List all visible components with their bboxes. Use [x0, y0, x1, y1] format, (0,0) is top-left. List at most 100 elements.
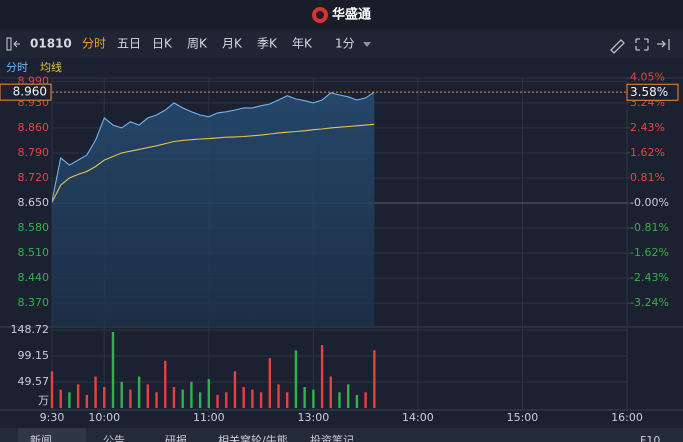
info-tab[interactable]: 投资笔记: [310, 433, 354, 442]
volume-bar: [347, 384, 350, 408]
x-tick-label: 15:00: [507, 411, 539, 424]
info-tab[interactable]: 研报: [165, 433, 187, 442]
volume-bar: [68, 392, 71, 408]
volume-bar: [164, 360, 167, 408]
volume-bar: [181, 389, 184, 408]
y2-tick-label: -0.00%: [630, 196, 669, 209]
y2-tick-label: -1.62%: [630, 246, 669, 259]
volume-bar: [190, 381, 193, 408]
volume-bar: [338, 392, 341, 408]
volume-bar: [294, 350, 298, 408]
period-tab[interactable]: 五日: [117, 37, 141, 51]
volume-bar: [155, 392, 158, 408]
info-tab[interactable]: 公告: [103, 434, 125, 442]
header-bar: [0, 0, 683, 30]
volume-bar: [355, 394, 359, 408]
volume-bar: [207, 379, 211, 408]
period-tab[interactable]: 月K: [222, 37, 243, 51]
volume-bar: [364, 392, 367, 408]
y2-tick-label: 0.81%: [630, 171, 665, 184]
volume-bar: [251, 389, 254, 408]
info-tab[interactable]: 相关窝轮/牛熊: [218, 433, 288, 442]
volume-bar: [59, 389, 62, 408]
legend-entry[interactable]: 分时: [6, 61, 28, 74]
volume-bar: [76, 384, 80, 408]
volume-bar: [94, 376, 97, 408]
volume-bar: [242, 387, 245, 408]
x-tick-label: 10:00: [88, 411, 120, 424]
logo-icon: [312, 7, 328, 23]
volume-bar: [312, 389, 315, 408]
y2-tick-label: -0.81%: [630, 221, 669, 234]
last-price-label: 8.960: [13, 85, 47, 99]
volume-bar: [268, 358, 272, 408]
volume-bar: [216, 394, 219, 408]
stock-symbol: 01810: [30, 37, 72, 51]
price-lines: [52, 91, 375, 326]
y2-tick-label: -3.24%: [630, 296, 669, 309]
volume-bar: [85, 394, 89, 408]
volume-bar: [286, 392, 289, 408]
volume-bar: [303, 387, 306, 408]
y-tick-label: 8.860: [18, 121, 50, 134]
volume-bar: [225, 392, 228, 408]
y-tick-label: 8.790: [18, 146, 50, 159]
volume-bar: [120, 381, 123, 408]
average-line: [52, 123, 375, 203]
volume-bar: [137, 376, 141, 408]
volume-bar: [172, 387, 176, 408]
fullscreen[interactable]: [635, 38, 649, 51]
x-tick-label: 11:00: [193, 411, 225, 424]
dropdown-arrow[interactable]: [363, 42, 371, 47]
volume-bar: [198, 392, 202, 408]
y-tick-label: 8.370: [18, 296, 50, 309]
y-tick-label: 8.510: [18, 246, 50, 259]
volume-bar: [146, 384, 150, 408]
y-tick-label: 8.440: [18, 271, 50, 284]
draw-tool[interactable]: [610, 39, 625, 54]
x-tick-label: 9:30: [40, 411, 65, 424]
volume-bar: [320, 345, 324, 408]
volume-bar: [259, 392, 263, 408]
y-tick-label: 8.720: [18, 171, 50, 184]
interval-select[interactable]: 1分: [335, 37, 355, 51]
volume-bar: [277, 384, 280, 408]
bottom-tab-bar: [0, 428, 683, 442]
f10-tab[interactable]: F10: [640, 434, 660, 442]
sidebar-toggle[interactable]: [6, 37, 20, 51]
volume-unit: 万: [38, 394, 49, 407]
y2-tick-label: -2.43%: [630, 271, 669, 284]
legend-entry[interactable]: 均线: [40, 60, 62, 74]
collapse[interactable]: [657, 39, 670, 50]
legend-row: [0, 58, 683, 78]
volume-tick-label: 148.72: [11, 323, 50, 336]
period-tab[interactable]: 周K: [187, 37, 208, 51]
y2-tick-label: 1.62%: [630, 146, 665, 159]
volume-bar: [50, 371, 54, 408]
last-price-box: [0, 83, 52, 101]
x-tick-label: 13:00: [298, 411, 330, 424]
info-tab[interactable]: 新闻: [30, 433, 52, 442]
x-tick-label: 16:00: [611, 411, 643, 424]
period-tab[interactable]: 日K: [152, 37, 173, 51]
active-tab-bg: [18, 428, 86, 442]
volume-bar: [373, 350, 376, 408]
y-tick-label: 8.650: [18, 196, 50, 209]
price-line: [52, 91, 375, 202]
period-tab[interactable]: 季K: [257, 37, 278, 51]
app-title: 华盛通: [332, 7, 371, 23]
x-tick-label: 14:00: [402, 411, 434, 424]
volume-bar: [103, 387, 106, 408]
y-tick-label: 8.580: [18, 221, 50, 234]
volume-bar: [111, 331, 115, 408]
period-tab[interactable]: 分时: [82, 37, 106, 51]
volume-bar: [129, 389, 132, 408]
volume-tick-label: 49.57: [18, 375, 50, 388]
y2-tick-label: 4.05%: [630, 71, 665, 84]
period-tab[interactable]: 年K: [292, 37, 313, 51]
volume-bar: [233, 371, 237, 408]
last-pct-label: 3.58%: [630, 85, 668, 99]
volume-tick-label: 99.15: [18, 349, 50, 362]
last-pct-box: [626, 83, 679, 101]
